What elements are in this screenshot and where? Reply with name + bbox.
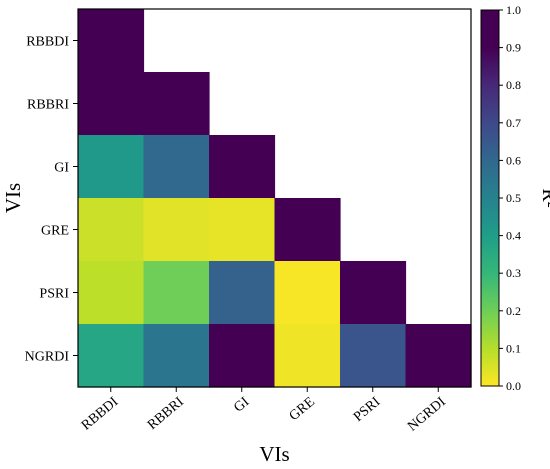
heatmap-cell-gre-rbbri [143, 198, 210, 262]
heatmap-cell-rbbdi-rbbdi [78, 9, 145, 73]
colorbar-tick-label: 0.2 [506, 304, 521, 318]
colorbar-tick-label: 0.7 [506, 116, 521, 130]
x-tick-label: RBBRI [145, 394, 187, 433]
heatmap-cell-psri-rbbdi [78, 261, 145, 325]
y-tick-label: GI [54, 161, 69, 176]
heatmap-cell-rbbri-rbbdi [78, 72, 145, 136]
heatmap-cell-ngrdi-rbbdi [78, 324, 145, 388]
heatmap-cell-ngrdi-rbbri [143, 324, 210, 388]
x-axis-label: VIs [259, 442, 289, 466]
heatmap-cell-gre-gre [274, 198, 341, 262]
heatmap-cell-ngrdi-psri [340, 324, 407, 388]
colorbar-tick-label: 0.9 [506, 41, 521, 55]
heatmap-cell-ngrdi-ngrdi [405, 324, 472, 388]
colorbar [480, 9, 500, 387]
x-tick-label: GI [231, 394, 252, 415]
y-tick-label: RBBDI [26, 35, 69, 50]
heatmap-cell-psri-rbbri [143, 261, 210, 325]
colorbar-tick-label: 1.0 [506, 3, 521, 17]
colorbar-ticks: 0.0 0.1 0.2 0.3 0.4 0.5 0.6 0.7 0.8 0.9 1.0 [499, 3, 521, 393]
heatmap-cell-psri-psri [340, 261, 407, 325]
y-tick-label: RBBRI [27, 98, 69, 113]
colorbar-tick-label: 0.0 [506, 379, 521, 393]
x-tick-label: NGRDI [405, 394, 449, 434]
heatmap-cell-psri-gre [274, 261, 341, 325]
heatmap-cell-rbbri-rbbri [143, 72, 210, 136]
y-tick-label: NGRDI [25, 350, 70, 365]
colorbar-tick-label: 0.6 [506, 153, 521, 167]
heatmap-cell-ngrdi-gre [274, 324, 341, 388]
colorbar-tick-label: 0.3 [506, 266, 521, 280]
colorbar-tick-label: 0.4 [506, 229, 521, 243]
x-tick-label: PSRI [351, 394, 384, 425]
colorbar-tick-label: 0.1 [506, 341, 521, 355]
y-axis-ticks: RBBDI RBBRI GI GRE PSRI NGRDI [25, 35, 78, 365]
y-tick-label: GRE [41, 224, 69, 239]
y-tick-label: PSRI [39, 287, 69, 302]
colorbar-label: R² [538, 188, 550, 207]
x-tick-label: RBBDI [79, 394, 122, 433]
heatmap-cell-gi-gi [209, 135, 276, 199]
x-axis-ticks: RBBDI RBBRI GI GRE PSRI NGRDI [79, 387, 449, 435]
heatmap-cell-ngrdi-gi [209, 324, 276, 388]
heatmap-cells [78, 9, 472, 388]
heatmap-cell-gre-gi [209, 198, 276, 262]
heatmap-cell-psri-gi [209, 261, 276, 325]
x-tick-label: GRE [287, 395, 318, 424]
y-axis-label: VIs [1, 183, 25, 213]
colorbar-tick-label: 0.8 [506, 78, 521, 92]
heatmap-cell-gre-rbbdi [78, 198, 145, 262]
colorbar-tick-label: 0.5 [506, 191, 521, 205]
heatmap-cell-gi-rbbdi [78, 135, 145, 199]
heatmap-cell-gi-rbbri [143, 135, 210, 199]
plot-frame [77, 8, 472, 388]
